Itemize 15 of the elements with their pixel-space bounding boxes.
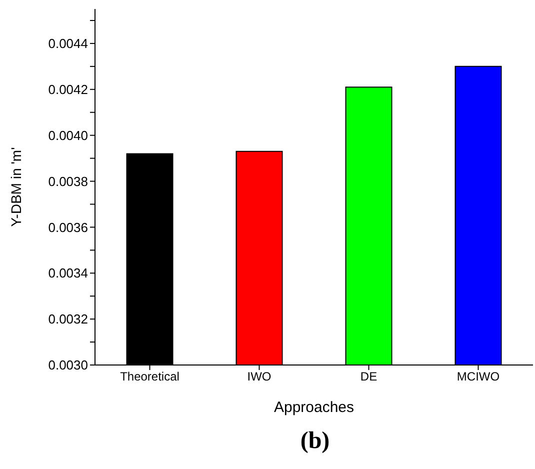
y-tick-label: 0.0040 xyxy=(48,128,88,143)
y-tick-label: 0.0034 xyxy=(48,266,88,281)
y-tick-label: 0.0042 xyxy=(48,82,88,97)
x-tick-label: MCIWO xyxy=(456,370,500,384)
y-tick-label: 0.0030 xyxy=(48,358,88,373)
x-tick-label: Theoretical xyxy=(120,370,180,384)
y-tick-label: 0.0038 xyxy=(48,174,88,189)
y-axis-title: Y-DBM in 'm' xyxy=(8,147,24,227)
y-tick-label: 0.0032 xyxy=(48,312,88,327)
y-tick-label: 0.0044 xyxy=(48,36,88,52)
y-tick-label: 0.0036 xyxy=(48,220,88,235)
x-axis-title: Approaches xyxy=(274,399,354,416)
x-tick-label: DE xyxy=(360,370,378,384)
x-tick-label: IWO xyxy=(247,370,272,384)
text: (b) xyxy=(299,428,331,455)
